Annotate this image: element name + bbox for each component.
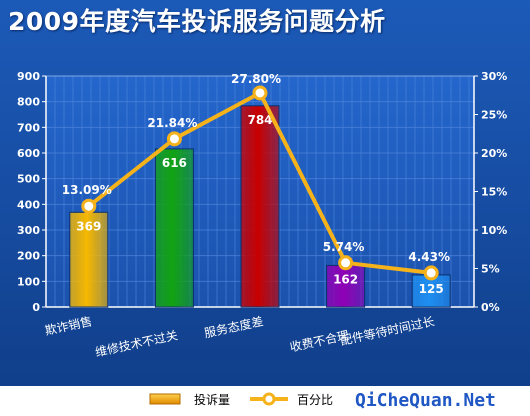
legend-label-line: 百分比 xyxy=(297,393,333,407)
right-tick-label: 20% xyxy=(481,147,507,160)
bars: 369 616 784 162 125 xyxy=(69,105,451,308)
percent-value-label: 21.84% xyxy=(147,116,197,130)
bar-value-label: 162 xyxy=(333,272,358,286)
watermark: QiCheQuan.Net xyxy=(355,390,496,411)
left-tick-label: 800 xyxy=(17,96,40,109)
left-tick-label: 300 xyxy=(17,224,40,237)
percent-point xyxy=(338,255,354,271)
left-tick-label: 900 xyxy=(17,70,40,83)
left-tick-label: 0 xyxy=(32,301,40,314)
legend-label-bar: 投诉量 xyxy=(194,392,230,407)
left-tick-label: 600 xyxy=(17,147,40,160)
right-tick-label: 25% xyxy=(481,109,507,122)
left-tick-label: 100 xyxy=(17,275,40,288)
bar-value-label: 125 xyxy=(419,282,444,296)
right-axis: 0% 5% 10% 15% 20% 25% 30% xyxy=(46,70,507,314)
right-tick-label: 10% xyxy=(481,224,507,237)
left-tick-label: 200 xyxy=(17,250,40,263)
legend-swatch-point xyxy=(262,392,276,406)
left-tick-label: 400 xyxy=(17,198,40,211)
percent-point xyxy=(166,131,182,147)
percent-value-label: 13.09% xyxy=(62,183,112,197)
percent-value-label: 27.80% xyxy=(231,72,281,86)
legend: 投诉量 百分比 QiCheQuan.Net xyxy=(0,386,530,416)
percent-point xyxy=(423,265,439,281)
chart-title: 2009年度汽车投诉服务问题分析 xyxy=(8,7,386,36)
percent-value-label: 4.43% xyxy=(408,250,450,264)
bar xyxy=(154,148,194,308)
percent-line: 13.09% 21.84% 27.80% 5.74% 4.43% xyxy=(62,72,450,281)
left-tick-label: 500 xyxy=(17,173,40,186)
category-label: 配件等待时间过长 xyxy=(339,314,436,348)
percent-point xyxy=(81,198,97,214)
legend-swatch-bar xyxy=(149,393,181,405)
percent-point xyxy=(252,85,268,101)
category-label: 维修技术不过关 xyxy=(94,327,179,359)
bar xyxy=(326,264,366,308)
left-axis: 0 100 200 300 400 500 600 700 800 900 xyxy=(17,70,47,314)
right-tick-label: 0% xyxy=(481,301,500,314)
right-tick-label: 5% xyxy=(481,263,500,276)
category-label: 服务态度差 xyxy=(203,313,265,340)
right-tick-label: 15% xyxy=(481,186,507,199)
bar-value-label: 369 xyxy=(76,219,101,233)
bar xyxy=(240,105,280,308)
left-tick-label: 700 xyxy=(17,121,40,134)
category-label: 欺诈销售 xyxy=(43,313,93,338)
percent-value-label: 5.74% xyxy=(323,240,365,254)
bar-value-label: 616 xyxy=(162,156,187,170)
right-tick-label: 30% xyxy=(481,70,507,83)
bar-value-label: 784 xyxy=(247,113,272,127)
